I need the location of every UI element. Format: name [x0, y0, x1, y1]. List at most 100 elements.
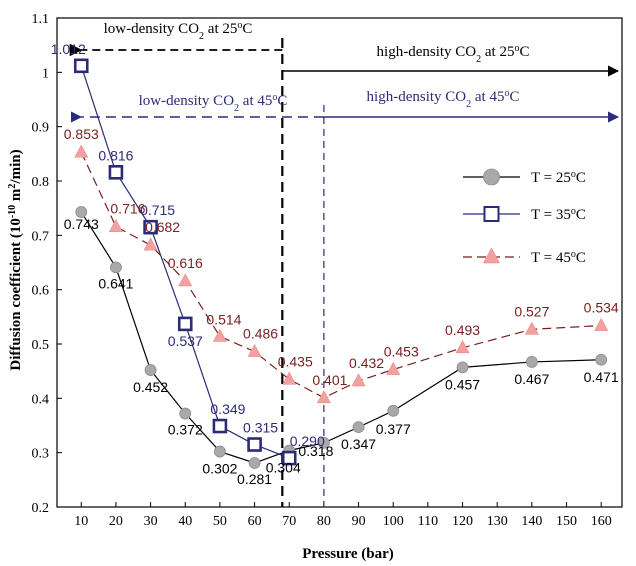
x-tick-label: 40: [178, 514, 192, 529]
data-label-35c: 0.315: [243, 420, 278, 436]
legend-entry-45c: T = 45oC: [463, 247, 586, 267]
data-point-35c: [212, 418, 228, 434]
annotation-high-density-25c: high-density CO2 at 25oC: [377, 43, 530, 65]
data-label-45c: 0.853: [64, 126, 99, 142]
x-tick-label: 10: [74, 514, 88, 529]
x-tick-label: 140: [521, 514, 542, 529]
annotation-high-density-45c: high-density CO2 at 45oC: [367, 88, 520, 110]
data-label-45c: 0.527: [514, 303, 549, 319]
data-point-25c: [179, 407, 192, 420]
data-label-25c: 0.377: [376, 421, 411, 437]
legend-label: T = 45oC: [531, 249, 586, 267]
data-point-45c: [178, 273, 193, 287]
legend-marker: [483, 168, 500, 186]
y-tick-label: 0.3: [32, 447, 50, 462]
data-label-25c: 0.281: [237, 471, 272, 487]
data-point-35c: [177, 316, 193, 332]
data-labels: 0.743 0.641 0.452 0.372 0.3020.2810.3040.318…: [51, 41, 619, 487]
series-45c: [74, 144, 609, 404]
data-label-25c: 0.347: [341, 436, 376, 452]
data-point-25c: [248, 457, 261, 469]
y-tick-label: 0.6: [32, 284, 50, 299]
legend-label: T = 25oC: [531, 169, 586, 187]
series: [73, 58, 609, 469]
x-tick-label: 30: [144, 514, 158, 529]
data-label-45c: 0.534: [584, 300, 619, 316]
data-point-25c: [144, 364, 157, 376]
x-tick-label: 80: [317, 514, 331, 529]
y-tick-label: 0.5: [32, 338, 50, 353]
data-point-35c: [73, 58, 89, 74]
series-35c: [73, 58, 297, 466]
data-point-45c: [524, 321, 539, 335]
x-tick-label: 150: [556, 514, 577, 529]
data-label-25c: 0.471: [584, 369, 619, 385]
annotation-low-density-45c: low-density CO2 at 45oC: [139, 92, 288, 114]
data-point-45c: [316, 390, 331, 404]
series-45c-line: [80, 151, 602, 399]
legend-entry-25c: T = 25oC: [463, 168, 586, 187]
data-point-25c: [318, 436, 330, 449]
legend-label: T = 35oC: [531, 206, 586, 224]
x-tick-label: 160: [591, 514, 612, 529]
plot-frame: [56, 17, 623, 508]
data-label-25c: 0.743: [64, 216, 99, 232]
y-tick-label: 0.7: [32, 229, 50, 244]
axis-ticks: 10 20 30 40 50 60 70 80 90 100 110 120 130 140 150 160 0…: [32, 12, 612, 529]
y-tick-label: 0.4: [32, 392, 50, 407]
y-tick-label: 0.9: [32, 121, 50, 136]
data-label-25c: 0.641: [98, 275, 133, 291]
data-label-25c: 0.457: [445, 376, 480, 392]
data-label-45c: 0.435: [278, 353, 313, 369]
data-point-25c: [75, 206, 88, 218]
data-label-25c: 0.318: [298, 443, 333, 459]
data-label-35c: 0.290: [290, 433, 325, 449]
data-label-25c: 0.452: [133, 379, 168, 395]
data-label-35c: 1.012: [51, 41, 86, 57]
data-label-25c: 0.304: [266, 459, 301, 475]
legend-marker: [483, 206, 500, 222]
y-tick-label: 0.2: [32, 501, 50, 516]
x-tick-label: 20: [109, 514, 123, 529]
data-point-45c: [108, 219, 123, 232]
data-label-25c: 0.372: [168, 422, 203, 438]
data-label-25c: 0.302: [202, 461, 237, 477]
data-point-45c: [455, 340, 470, 354]
data-point-45c: [282, 371, 297, 385]
data-point-25c: [110, 261, 122, 274]
x-tick-label: 130: [487, 514, 508, 529]
y-tick-label: 1: [42, 66, 49, 81]
annotations: low-density CO2 at 25oC high-density CO2 …: [69, 20, 620, 507]
data-label-45c: 0.716: [110, 201, 145, 217]
annotation-low-density-25c: low-density CO2 at 25oC: [104, 20, 253, 42]
x-tick-label: 50: [213, 514, 227, 529]
data-point-45c: [247, 343, 262, 357]
data-point-45c: [594, 317, 609, 331]
data-point-25c: [456, 361, 469, 374]
data-label-45c: 0.682: [145, 219, 180, 235]
legend-marker: [483, 247, 500, 264]
data-point-35c: [108, 165, 124, 180]
data-point-25c: [595, 353, 608, 366]
data-point-45c: [386, 361, 401, 375]
series-25c: [75, 206, 608, 469]
data-point-35c: [143, 219, 158, 235]
data-point-25c: [214, 445, 226, 458]
data-point-25c: [352, 421, 365, 434]
x-tick-label: 90: [352, 514, 366, 529]
data-label-45c: 0.514: [206, 311, 241, 327]
data-label-45c: 0.453: [384, 344, 419, 360]
data-point-45c: [143, 237, 158, 251]
data-point-25c: [525, 356, 538, 368]
data-label-45c: 0.616: [168, 255, 203, 271]
data-point-45c: [74, 144, 89, 158]
y-tick-label: 1.1: [32, 12, 50, 27]
data-point-25c: [387, 404, 400, 417]
data-point-45c: [351, 373, 366, 387]
data-label-45c: 0.432: [349, 355, 384, 371]
data-label-35c: 0.349: [210, 401, 245, 417]
plot-border: [56, 17, 623, 508]
x-tick-label: 110: [418, 514, 438, 529]
data-label-25c: 0.467: [514, 371, 549, 387]
